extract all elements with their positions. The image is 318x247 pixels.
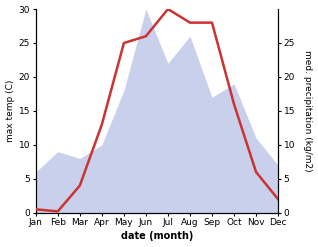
Y-axis label: med. precipitation (kg/m2): med. precipitation (kg/m2) bbox=[303, 50, 313, 172]
Y-axis label: max temp (C): max temp (C) bbox=[5, 80, 15, 142]
X-axis label: date (month): date (month) bbox=[121, 231, 193, 242]
